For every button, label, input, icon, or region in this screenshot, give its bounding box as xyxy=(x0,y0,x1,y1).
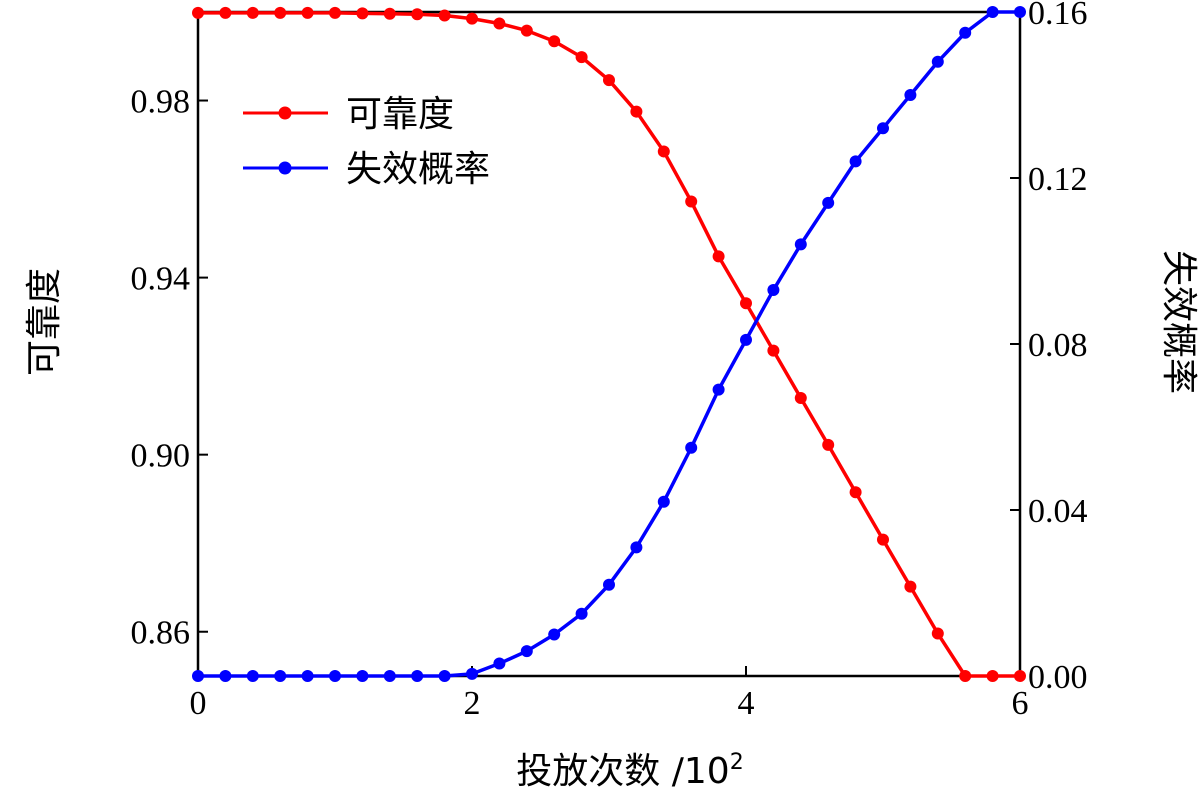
series-point-reliability xyxy=(603,74,615,87)
y-left-tick-label: 0.94 xyxy=(131,261,191,298)
series-point-reliability xyxy=(301,6,314,19)
y-left-tick-label: 0.98 xyxy=(131,84,191,121)
series-point-reliability xyxy=(356,7,369,20)
x-axis-title-exponent: 2 xyxy=(730,750,744,775)
series-point-reliability xyxy=(246,6,259,19)
y-right-axis-title: 失效概率 xyxy=(1158,250,1199,394)
series-point-reliability xyxy=(192,6,204,19)
series-point-failure-probability xyxy=(986,6,999,18)
series-point-reliability xyxy=(959,670,972,682)
series-point-failure-probability xyxy=(493,657,506,670)
series-point-reliability xyxy=(712,250,725,263)
series-point-failure-probability xyxy=(301,670,314,682)
series-point-reliability xyxy=(274,6,287,19)
x-tick-label: 2 xyxy=(464,685,481,722)
x-axis-title-main: 投放次数 /10 xyxy=(516,751,729,792)
series-point-failure-probability xyxy=(356,670,369,682)
series-point-failure-probability xyxy=(192,670,204,682)
series-point-failure-probability xyxy=(740,333,752,346)
series-point-reliability xyxy=(438,9,451,22)
series-point-failure-probability xyxy=(794,238,807,251)
series-point-failure-probability xyxy=(712,383,725,396)
series-point-reliability xyxy=(849,486,862,499)
y-right-tick-label: 0.12 xyxy=(1028,161,1088,198)
series-point-reliability xyxy=(466,12,478,25)
series-point-failure-probability xyxy=(548,628,561,641)
series-point-failure-probability xyxy=(822,196,835,209)
series-point-failure-probability xyxy=(1014,6,1026,18)
series-point-reliability xyxy=(822,438,835,451)
x-axis-title: 投放次数 /102 xyxy=(516,750,743,792)
series-point-reliability xyxy=(548,35,561,48)
series-point-reliability xyxy=(493,17,506,30)
series-point-failure-probability xyxy=(411,670,424,682)
y-right-tick-label: 0.00 xyxy=(1028,659,1088,696)
series-point-failure-probability xyxy=(959,26,972,39)
legend: 可靠度 失效概率 xyxy=(243,94,490,190)
legend-label-reliability: 可靠度 xyxy=(346,94,454,135)
series-point-reliability xyxy=(877,533,889,546)
series-point-failure-probability xyxy=(657,495,670,508)
series-point-failure-probability xyxy=(630,541,643,554)
series-point-reliability xyxy=(685,195,698,208)
series-point-failure-probability xyxy=(877,122,889,135)
series-point-reliability xyxy=(767,344,780,357)
series-point-reliability xyxy=(383,7,396,20)
y-left-tick-label: 0.90 xyxy=(131,438,191,475)
series-point-reliability xyxy=(575,51,588,64)
series-point-failure-probability xyxy=(575,607,588,620)
series-point-reliability xyxy=(657,145,670,158)
series-point-reliability xyxy=(630,105,643,118)
x-tick-label: 4 xyxy=(738,685,755,722)
series-point-failure-probability xyxy=(466,667,478,680)
y-left-axis-title: 可靠度 xyxy=(24,268,65,376)
series-point-failure-probability xyxy=(904,89,917,101)
series-point-failure-probability xyxy=(520,645,533,658)
series-point-failure-probability xyxy=(931,55,944,68)
series-point-reliability xyxy=(740,297,752,310)
legend-marker-failure xyxy=(278,161,292,175)
series-point-reliability xyxy=(904,580,917,593)
series-point-failure-probability xyxy=(383,670,396,682)
series-point-failure-probability xyxy=(219,670,232,682)
series-point-reliability xyxy=(219,6,232,19)
series-point-failure-probability xyxy=(274,670,287,682)
series-point-failure-probability xyxy=(849,155,862,168)
legend-label-failure: 失效概率 xyxy=(346,149,490,190)
series-point-reliability xyxy=(520,24,533,37)
series-point-reliability xyxy=(794,392,807,405)
y-right-tick-label: 0.04 xyxy=(1028,493,1088,530)
series-point-failure-probability xyxy=(685,441,698,454)
x-tick-label: 6 xyxy=(1012,685,1029,722)
legend-marker-reliability xyxy=(278,106,292,120)
series-point-reliability xyxy=(931,627,944,640)
series-point-reliability xyxy=(329,6,341,19)
y-right-tick-label: 0.16 xyxy=(1028,0,1088,32)
series-point-failure-probability xyxy=(603,578,615,591)
series-point-failure-probability xyxy=(246,670,259,682)
series-point-failure-probability xyxy=(438,670,451,682)
series-point-failure-probability xyxy=(329,670,341,682)
series-layer xyxy=(192,6,1026,682)
x-tick-label: 0 xyxy=(190,685,207,722)
series-point-reliability xyxy=(986,670,999,682)
series-point-failure-probability xyxy=(767,284,780,297)
y-right-tick-label: 0.08 xyxy=(1028,327,1088,364)
series-point-reliability xyxy=(1014,670,1026,682)
series-point-reliability xyxy=(411,8,424,21)
y-left-tick-label: 0.86 xyxy=(131,615,191,652)
